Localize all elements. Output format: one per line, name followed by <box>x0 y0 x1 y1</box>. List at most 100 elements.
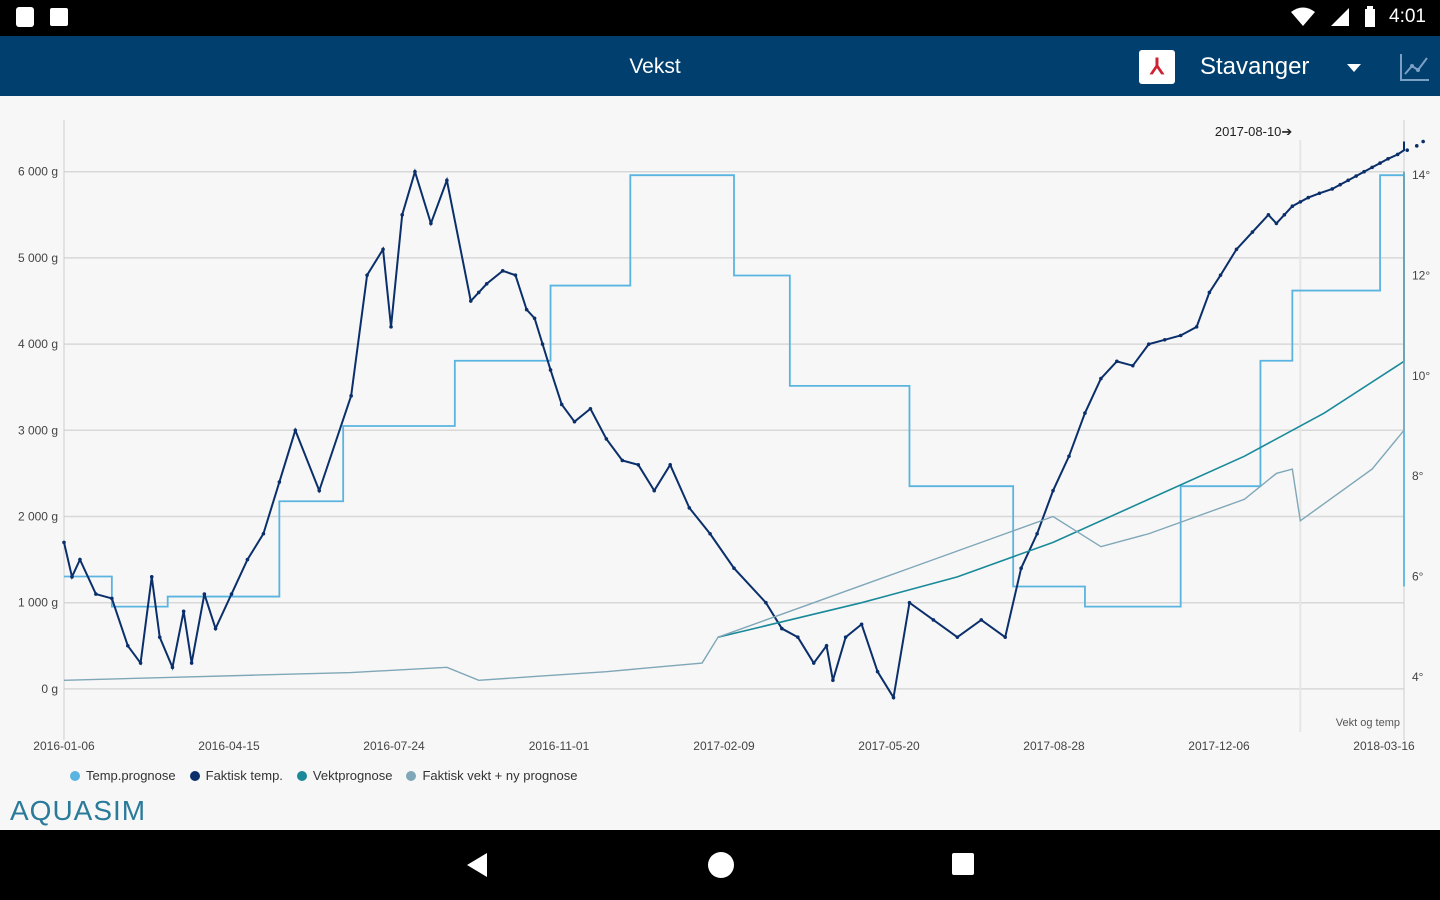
recents-icon[interactable] <box>952 853 974 875</box>
chevron-down-icon[interactable] <box>1347 64 1361 72</box>
status-time: 4:01 <box>1389 6 1426 27</box>
data-point <box>1178 333 1183 338</box>
x-tick-label: 2018-03-16 <box>1353 739 1415 753</box>
data-point <box>1338 182 1342 187</box>
chart-legend: Temp.prognose Faktisk temp. Vektprognose… <box>70 768 577 783</box>
data-point <box>1146 342 1151 346</box>
data-point <box>1099 376 1103 381</box>
status-bar: 4:01 <box>0 0 1440 36</box>
legend-label: Faktisk vekt + ny prognose <box>422 768 578 783</box>
data-point <box>149 575 154 579</box>
chart-settings-icon[interactable] <box>1397 50 1433 84</box>
data-point <box>620 458 625 463</box>
data-point <box>1362 169 1366 174</box>
data-point <box>365 273 369 277</box>
data-point <box>261 531 266 536</box>
y-right-tick-label: 12° <box>1412 269 1430 283</box>
data-point <box>70 575 74 579</box>
data-point <box>157 635 162 639</box>
data-point <box>1003 635 1007 639</box>
y-left-tick-label: 6 000 g <box>18 165 58 179</box>
data-point <box>524 307 529 312</box>
y-right-tick-label: 6° <box>1412 569 1424 583</box>
data-point <box>588 406 593 411</box>
data-point <box>875 669 880 674</box>
data-point <box>189 661 194 665</box>
data-point <box>831 678 835 683</box>
data-point <box>1395 152 1400 157</box>
home-icon[interactable] <box>708 852 734 878</box>
data-point <box>979 618 984 622</box>
data-point <box>476 290 481 295</box>
data-point <box>181 609 186 614</box>
data-point <box>277 480 282 484</box>
data-point <box>1019 566 1023 571</box>
legend-item-faktisk-vekt[interactable]: Faktisk vekt + ny prognose <box>406 768 577 783</box>
data-point <box>559 402 564 407</box>
data-point <box>349 394 353 398</box>
data-point <box>126 644 130 648</box>
data-point <box>1051 488 1055 493</box>
data-point <box>1115 359 1119 364</box>
x-tick-label: 2017-02-09 <box>693 739 755 753</box>
legend-item-temp-prognose[interactable]: Temp.prognose <box>70 768 176 783</box>
data-point <box>202 592 207 596</box>
data-point <box>955 635 960 639</box>
data-point <box>1306 195 1311 200</box>
wifi-icon <box>1291 7 1316 26</box>
y-right-tick-label: 4° <box>1412 670 1424 684</box>
chart-svg[interactable]: 0 g 1 000 g 2 000 g 3 000 g 4 000 g 5 000 g 6 … <box>0 96 1440 830</box>
data-point <box>110 596 114 601</box>
data-point <box>1370 165 1374 170</box>
x-tick-label: 2016-01-06 <box>33 739 95 753</box>
data-point <box>513 273 518 277</box>
y-right-tick-label: 10° <box>1412 369 1430 383</box>
data-point <box>468 299 473 303</box>
page-title: Vekst <box>629 55 681 78</box>
back-icon[interactable] <box>467 853 487 877</box>
legend-item-faktisk-temp[interactable]: Faktisk temp. <box>189 768 283 783</box>
data-point <box>1421 139 1425 144</box>
data-point <box>1405 148 1409 152</box>
data-point <box>1386 156 1390 161</box>
data-point <box>293 428 298 433</box>
pdf-icon[interactable]: ⅄ <box>1139 50 1175 84</box>
data-point <box>381 247 385 252</box>
data-point <box>811 661 816 665</box>
data-point <box>796 635 800 639</box>
data-point <box>1035 531 1039 536</box>
data-point <box>843 635 848 639</box>
legend-dot <box>70 770 80 781</box>
data-point <box>1290 204 1295 208</box>
series-faktisk-temp <box>63 141 1405 701</box>
legend-item-vektprognose[interactable]: Vektprognose <box>296 768 393 783</box>
data-point <box>245 557 250 562</box>
data-point <box>572 419 577 424</box>
data-point <box>62 540 66 545</box>
data-point <box>668 462 672 467</box>
growth-chart[interactable]: 0 g 1 000 g 2 000 g 3 000 g 4 000 g 5 000 g 6 … <box>0 96 1440 830</box>
data-point <box>931 618 936 622</box>
data-point <box>687 506 692 510</box>
data-point <box>1330 187 1335 191</box>
y-left-tick-label: 3 000 g <box>18 423 58 437</box>
y-right-tick-label: 14° <box>1412 168 1430 182</box>
data-point <box>1378 161 1382 165</box>
x-tick-label: 2017-05-20 <box>858 739 920 753</box>
app-a-icon <box>50 8 68 26</box>
data-point <box>138 661 143 665</box>
data-point <box>1354 174 1358 178</box>
y-left-tick-label: 1 000 g <box>18 596 58 610</box>
location-selector[interactable]: Stavanger <box>1200 53 1310 80</box>
data-point <box>500 269 505 273</box>
x-tick-label: 2017-08-28 <box>1023 739 1085 753</box>
data-point <box>94 592 98 596</box>
x-tick-label: 2016-11-01 <box>529 739 590 753</box>
data-point <box>213 626 218 631</box>
data-point <box>1250 230 1255 234</box>
status-right-icons: 4:01 <box>1289 6 1426 28</box>
legend-label: Vektprognose <box>312 768 393 783</box>
series-faktisk-vekt <box>63 171 1405 681</box>
data-point <box>1194 325 1199 329</box>
data-point <box>891 695 896 700</box>
